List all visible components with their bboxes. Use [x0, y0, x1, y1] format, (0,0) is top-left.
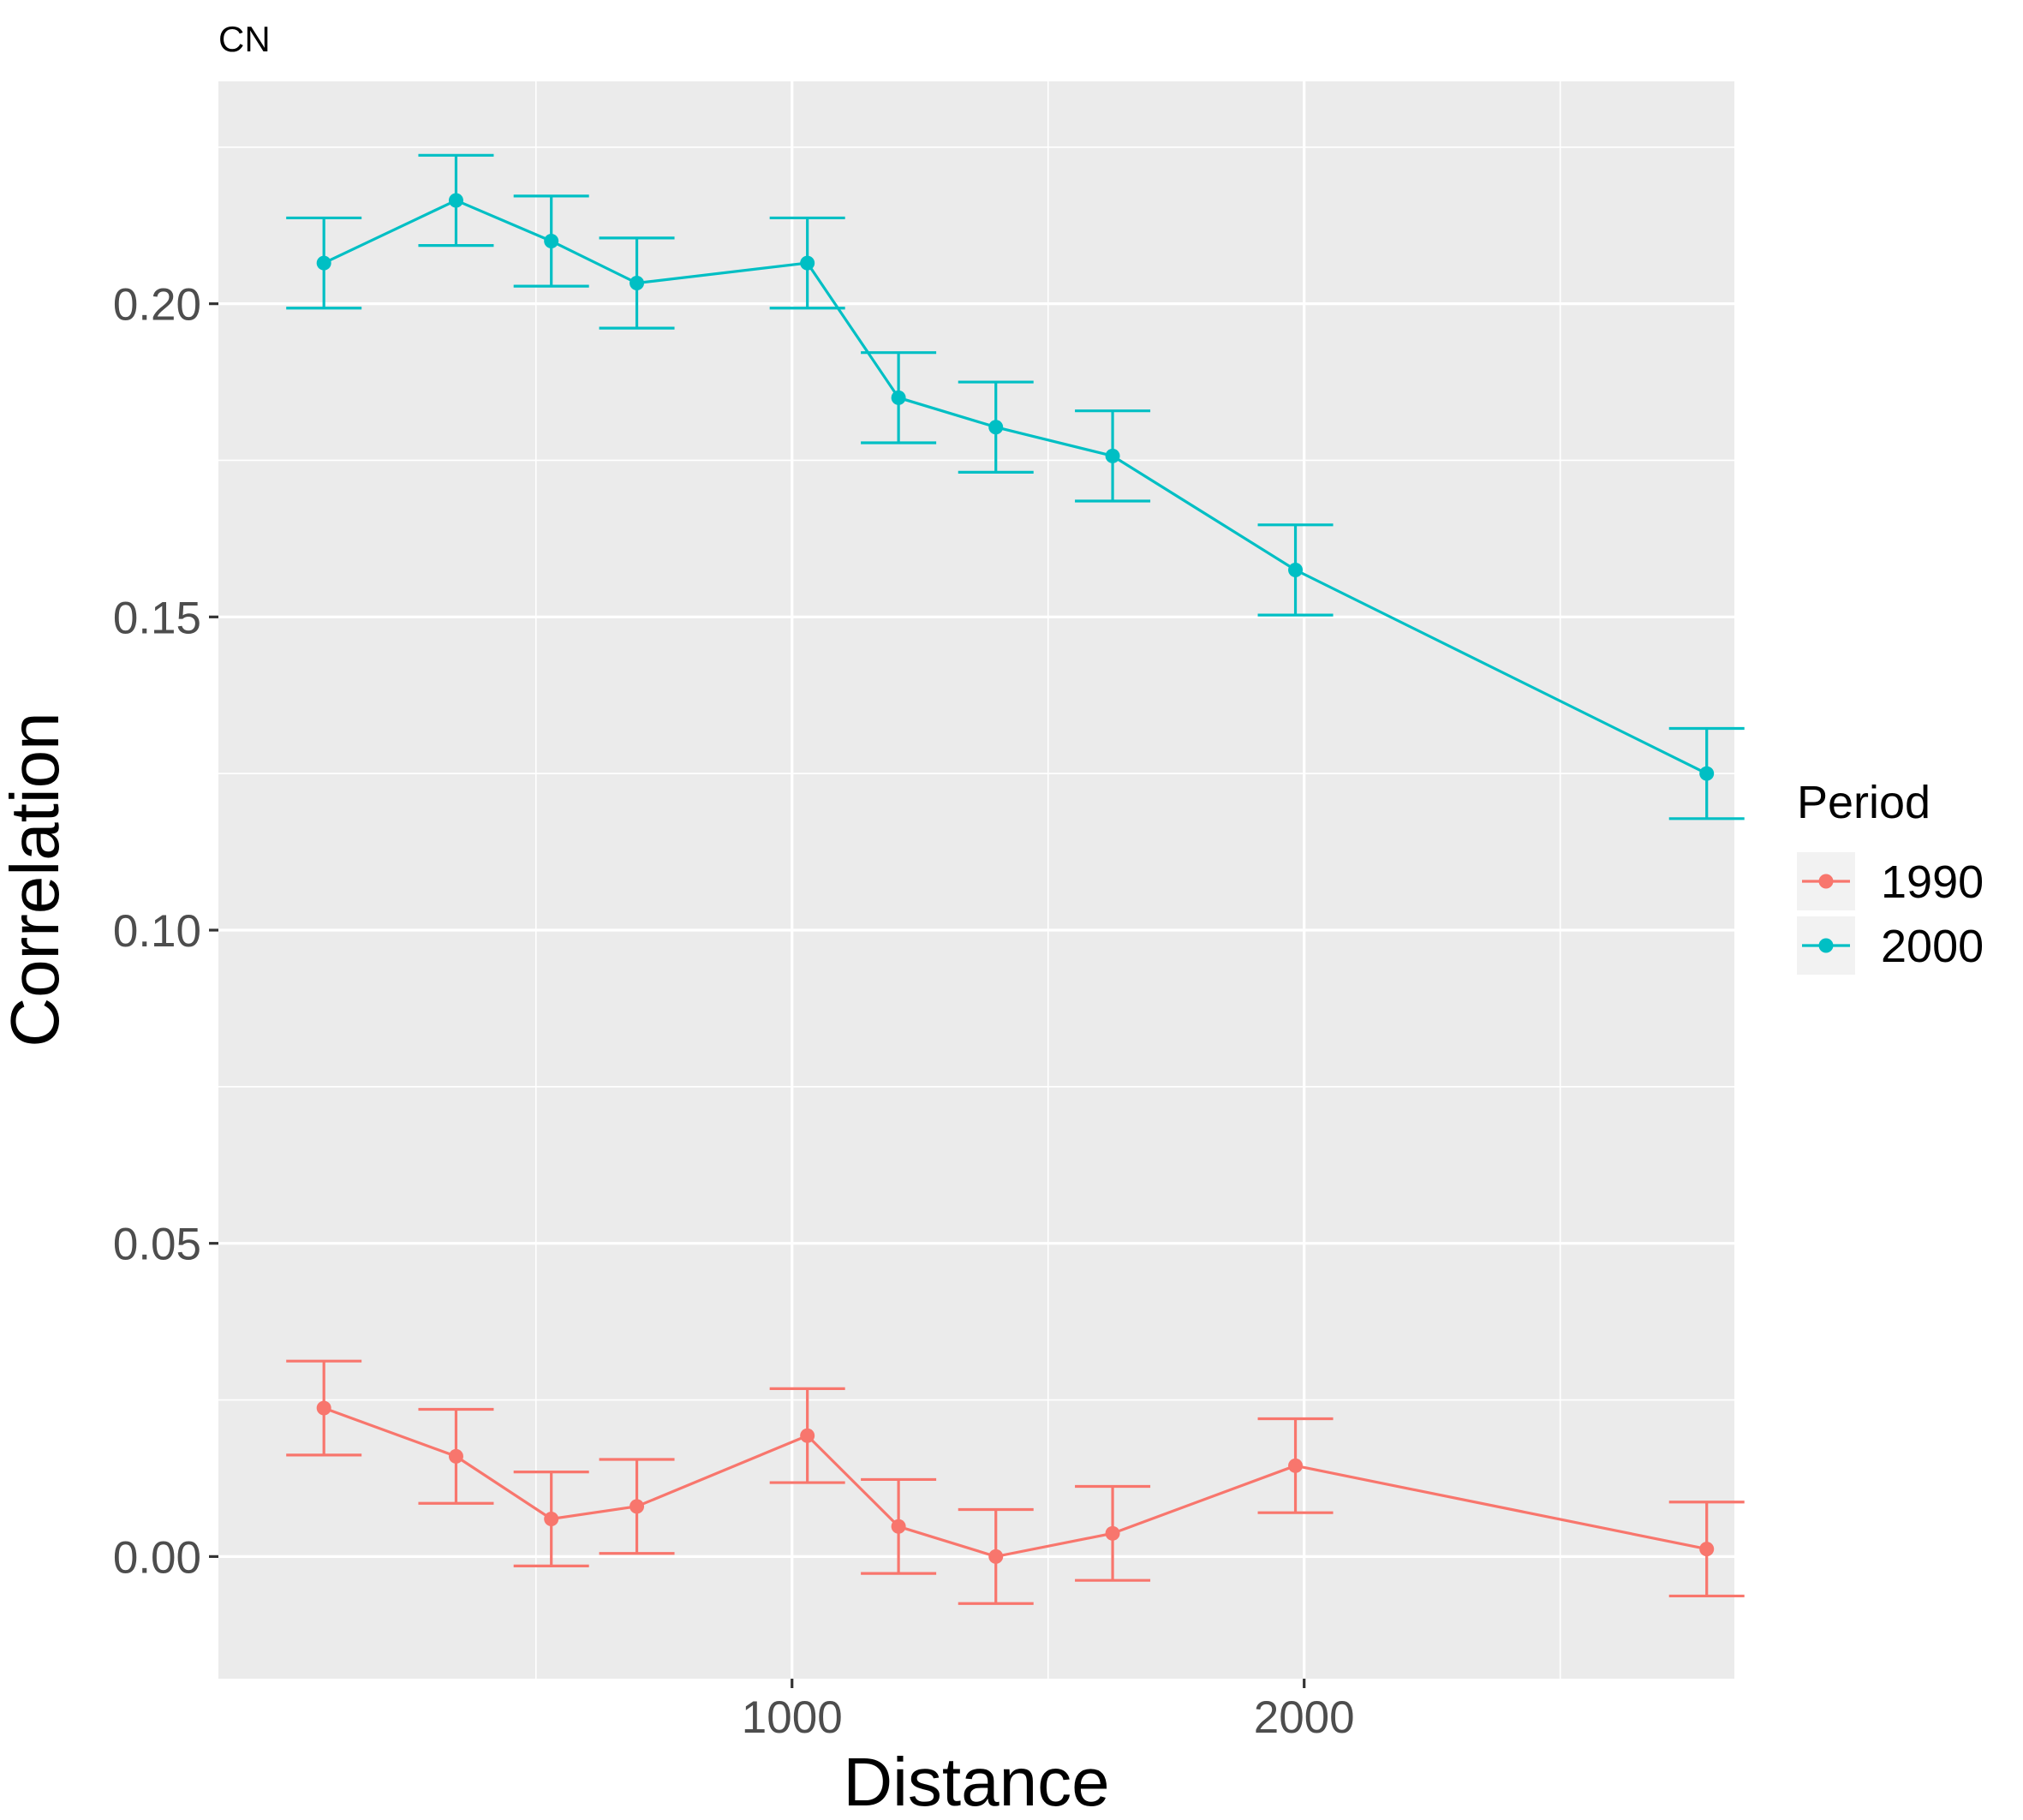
point-2000: [1699, 766, 1715, 781]
point-1990: [630, 1499, 645, 1514]
point-2000: [1105, 448, 1120, 463]
series-1990: [286, 1359, 1745, 1605]
point-2000: [448, 193, 463, 208]
minor-gridlines: [218, 81, 1734, 1679]
legend-item-2000: 2000: [1797, 916, 1984, 975]
x-axis: 1000 2000: [742, 1679, 1355, 1743]
series-2000: [286, 153, 1745, 820]
legend: Period 1990 2000: [1797, 777, 1984, 975]
point-1990: [988, 1548, 1004, 1564]
point-2000: [800, 255, 815, 271]
legend-title: Period: [1797, 777, 1931, 828]
line-1990: [323, 1406, 1708, 1559]
y-tick-label: 0.20: [113, 280, 201, 331]
point-2000: [988, 420, 1004, 435]
point-1990: [316, 1400, 331, 1416]
legend-label: 1990: [1881, 856, 1984, 908]
x-axis-label: Distance: [843, 1744, 1109, 1820]
point-1990: [891, 1519, 906, 1534]
legend-item-1990: 1990: [1797, 852, 1984, 910]
series-layer: [286, 153, 1745, 1605]
plot-panel: [218, 81, 1734, 1679]
x-tick-label: 1000: [742, 1692, 843, 1743]
y-axis: 0.00 0.05 0.10 0.15 0.20: [113, 280, 218, 1583]
legend-key-point: [1818, 874, 1834, 889]
point-2000: [630, 276, 645, 291]
y-tick-label: 0.15: [113, 593, 201, 643]
point-2000: [316, 255, 331, 271]
point-1990: [544, 1512, 559, 1526]
y-tick-label: 0.00: [113, 1532, 201, 1583]
chart-title: CN: [218, 19, 271, 59]
line-2000: [323, 199, 1708, 775]
point-2000: [544, 234, 559, 248]
point-2000: [1288, 562, 1304, 577]
legend-key-point: [1818, 938, 1834, 953]
legend-label: 2000: [1881, 921, 1984, 972]
point-1990: [448, 1448, 463, 1464]
point-1990: [1288, 1458, 1304, 1473]
legend-items: 1990 2000: [1797, 852, 1984, 975]
major-gridlines: [218, 81, 1734, 1679]
y-tick-label: 0.10: [113, 906, 201, 957]
x-tick-label: 2000: [1254, 1692, 1355, 1743]
y-tick-label: 0.05: [113, 1220, 201, 1270]
point-2000: [891, 390, 906, 405]
point-1990: [1699, 1542, 1715, 1557]
point-1990: [800, 1428, 815, 1443]
point-1990: [1105, 1525, 1120, 1541]
y-axis-label: Correlation: [0, 712, 73, 1047]
